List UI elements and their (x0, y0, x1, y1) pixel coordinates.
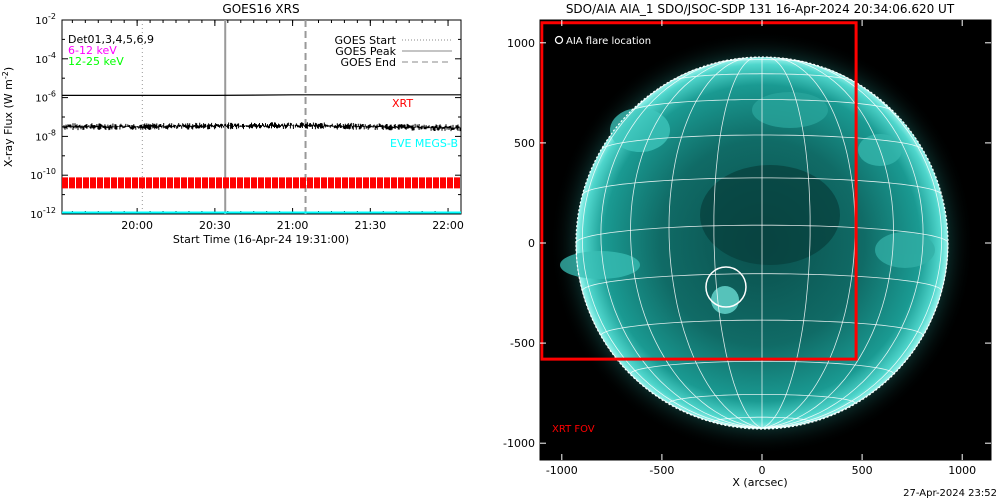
right-chart-title: SDO/AIA AIA_1 SDO/JSOC-SDP 131 16-Apr-20… (566, 2, 955, 16)
grid-meridian (581, 68, 763, 429)
grid-parallel (717, 59, 807, 63)
xrt-annotation: XRT (392, 97, 413, 110)
goes-lightcurve-panel: GOES16 XRS 10-12 10-10 10-8 10-6 10-4 10-2 20… (1, 2, 464, 246)
flare-legend-icon (554, 35, 564, 45)
left-y-label-end: ) (2, 67, 15, 71)
grid-parallel (581, 273, 943, 292)
grid-parallel (713, 416, 811, 422)
goes-short-series (62, 122, 461, 132)
legend-det: Det01,3,4,5,6,9 (68, 33, 154, 46)
right-y-axis: -1000 -500 0 500 1000 (503, 37, 991, 450)
left-x-tick-label: 20:30 (199, 219, 231, 232)
eve-annotation: EVE MEGS-B (390, 137, 458, 150)
left-y-tick-label: 10-8 (35, 128, 56, 143)
left-y-tick-label: 10-2 (35, 12, 56, 27)
grid-parallel (600, 319, 924, 336)
legend-6-12kev: 6-12 keV (68, 44, 117, 57)
grid-meridian (713, 56, 763, 429)
right-x-tick-label: -500 (649, 464, 674, 477)
left-y-tick-label: 10-12 (30, 206, 56, 221)
left-x-tick-label: 21:30 (354, 219, 386, 232)
right-y-tick-label: 1000 (507, 37, 535, 50)
right-x-tick-label: -1000 (546, 464, 578, 477)
right-y-tick-label: 0 (528, 237, 535, 250)
left-y-label-text: X-ray Flux (W m (2, 79, 15, 167)
active-regions (560, 92, 935, 314)
left-y-label-exp: -2 (1, 71, 10, 79)
xrt-fov-label: XRT FOV (552, 424, 595, 435)
left-x-axis: 20:00 20:30 21:00 21:30 22:00 (71, 20, 464, 232)
right-plot-frame (539, 19, 992, 461)
legend-12-25kev: 12-25 keV (68, 55, 124, 68)
aia-image-panel: SDO/AIA AIA_1 SDO/JSOC-SDP 131 16-Apr-20… (503, 2, 992, 489)
grid-meridian (668, 57, 763, 429)
left-y-tick-label: 10-6 (35, 90, 56, 105)
left-x-tick-label: 21:00 (277, 219, 309, 232)
legend-goes-start: GOES Start (335, 34, 397, 47)
left-y-label: X-ray Flux (W m-2) (1, 67, 15, 167)
grid-meridian (761, 68, 943, 429)
right-x-tick-label: 0 (759, 464, 766, 477)
right-x-tick-label: 1000 (948, 464, 976, 477)
right-legend: GOES Start GOES Peak GOES End (335, 34, 452, 69)
right-x-tick-label: 500 (852, 464, 873, 477)
left-x-tick-label: 20:00 (121, 219, 153, 232)
left-series-group (62, 94, 461, 214)
right-y-tick-label: -1000 (503, 437, 535, 450)
left-x-label: Start Time (16-Apr-24 19:31:00) (173, 233, 349, 246)
left-legend: Det01,3,4,5,6,9 6-12 keV 12-25 keV (68, 33, 154, 68)
xrt-fov-box (540, 21, 858, 361)
left-chart-title: GOES16 XRS (222, 2, 299, 16)
goes-long-series (62, 94, 461, 96)
grid-meridian (600, 59, 763, 429)
grid-parallel (670, 73, 854, 82)
legend-goes-end: GOES End (340, 56, 396, 69)
left-y-tick-label: 10-4 (35, 51, 56, 66)
coronal-hole (700, 165, 840, 265)
right-y-tick-label: -500 (510, 337, 535, 350)
grid-parallel (630, 360, 894, 375)
right-x-axis: -1000 -500 0 500 1000 (546, 20, 976, 477)
footer-timestamp: 27-Apr-2024 23:52 (903, 488, 997, 499)
grid-meridian (761, 57, 894, 429)
grid-parallel (582, 177, 942, 195)
limb-circle (575, 56, 949, 430)
right-y-tick-label: 500 (514, 137, 535, 150)
left-x-tick-label: 22:00 (432, 219, 464, 232)
legend-goes-peak: GOES Peak (335, 45, 396, 58)
grid-parallel (630, 99, 894, 112)
flare-legend-label: AIA flare location (566, 36, 651, 47)
left-y-axis: 10-12 10-10 10-8 10-6 10-4 10-2 (30, 12, 461, 221)
right-x-label: X (arcsec) (732, 476, 787, 489)
grid-parallel (668, 394, 856, 404)
grid-parallel (575, 224, 949, 244)
grid-meridian (761, 59, 924, 429)
grid-meridian (630, 57, 763, 429)
flare-location-marker (705, 266, 747, 308)
grid-parallel (601, 134, 923, 150)
grid-meridian (761, 56, 811, 429)
left-y-tick-label: 10-10 (30, 167, 56, 182)
